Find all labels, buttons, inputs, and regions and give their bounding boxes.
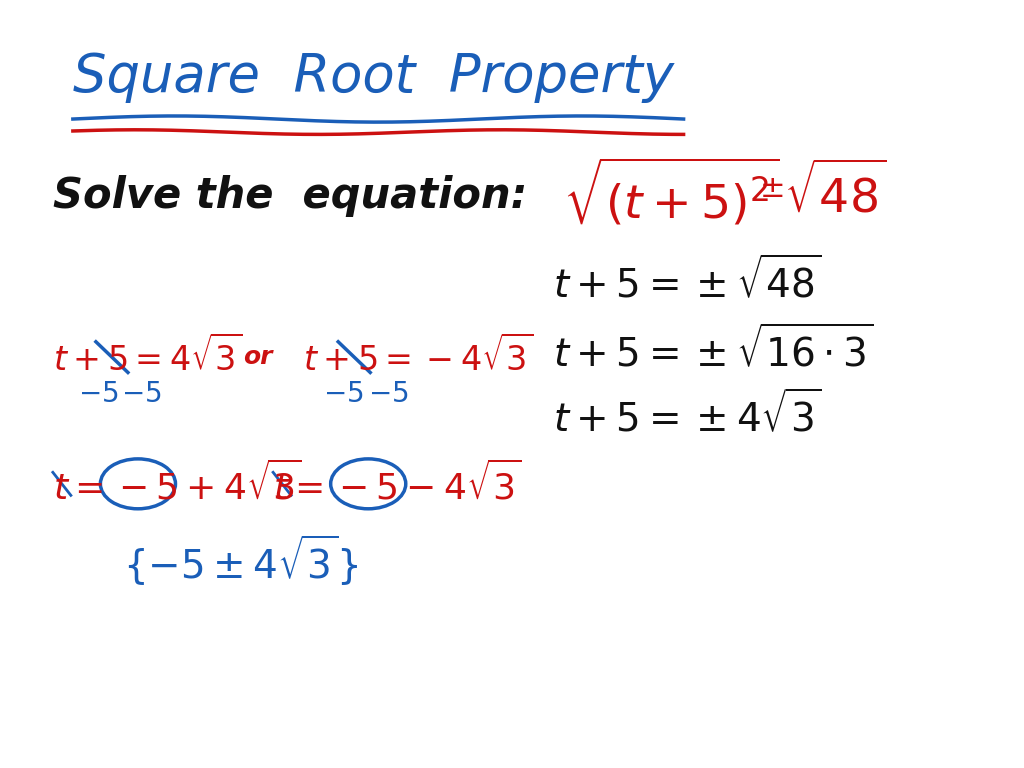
Text: $\sqrt{(t+5)^2}$: $\sqrt{(t+5)^2}$ bbox=[563, 157, 780, 230]
Text: $t = -5-4\sqrt{3}$: $t = -5-4\sqrt{3}$ bbox=[273, 461, 522, 507]
Text: $-5$: $-5$ bbox=[78, 380, 119, 408]
Text: $t = -5+4\sqrt{3}$: $t = -5+4\sqrt{3}$ bbox=[53, 461, 302, 507]
Text: or: or bbox=[243, 345, 272, 369]
Text: $\{-5 \pm 4\sqrt{3}\}$: $\{-5 \pm 4\sqrt{3}\}$ bbox=[123, 533, 358, 588]
Text: Solve the  equation:: Solve the equation: bbox=[53, 175, 527, 217]
Text: $t + 5 = \pm\sqrt{48}$: $t + 5 = \pm\sqrt{48}$ bbox=[553, 256, 822, 305]
Text: Square  Root  Property: Square Root Property bbox=[73, 51, 674, 103]
Text: $-5$: $-5$ bbox=[324, 380, 364, 408]
Text: $\pm$: $\pm$ bbox=[759, 174, 783, 203]
Text: $t + 5 = \pm 4\sqrt{3}$: $t + 5 = \pm 4\sqrt{3}$ bbox=[553, 390, 822, 439]
Text: $t + 5 = \pm\sqrt{16 \cdot 3}$: $t + 5 = \pm\sqrt{16 \cdot 3}$ bbox=[553, 325, 874, 374]
Text: $-5$: $-5$ bbox=[369, 380, 409, 408]
Text: $\sqrt{48}$: $\sqrt{48}$ bbox=[783, 164, 887, 223]
Text: $t+5=-4\sqrt{3}$: $t+5=-4\sqrt{3}$ bbox=[303, 336, 534, 378]
Text: $t+5=4\sqrt{3}$: $t+5=4\sqrt{3}$ bbox=[53, 336, 242, 378]
Text: $-5$: $-5$ bbox=[121, 380, 162, 408]
